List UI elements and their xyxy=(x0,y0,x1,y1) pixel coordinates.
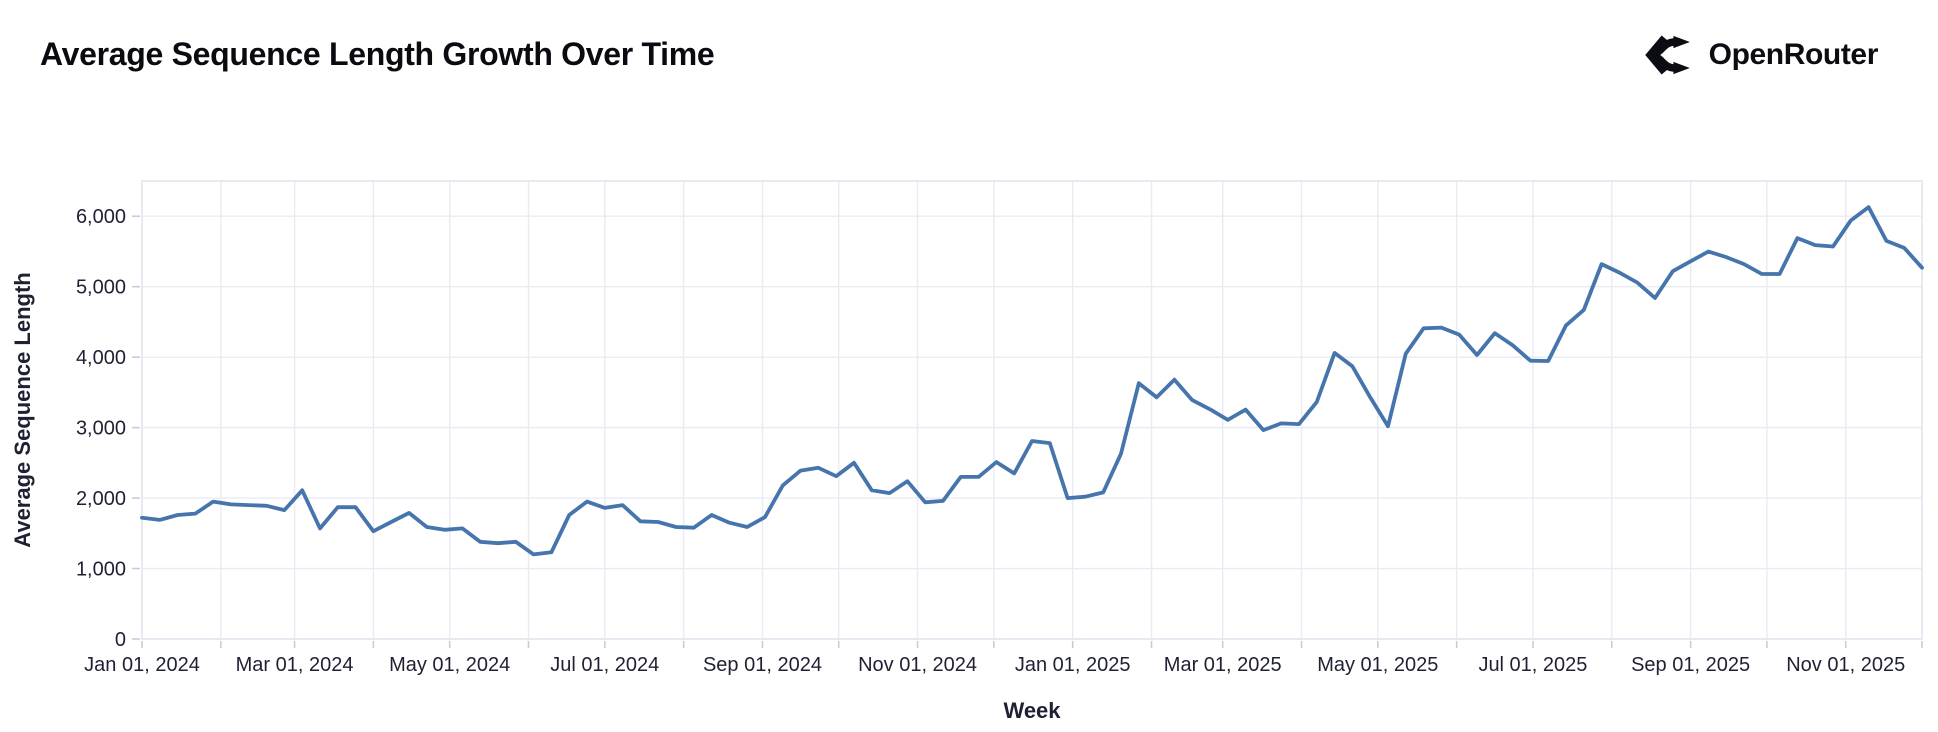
x-tick-label: Jan 01, 2025 xyxy=(1015,654,1131,676)
y-tick-label: 1,000 xyxy=(76,559,126,581)
x-tick-label: Sep 01, 2024 xyxy=(703,654,822,676)
y-tick-labels: 0 1,000 2,000 3,000 4,000 5,000 6,000 xyxy=(76,206,126,651)
y-tick-label: 3,000 xyxy=(76,418,126,440)
x-tick-label: May 01, 2024 xyxy=(389,654,510,676)
x-tick-label: Nov 01, 2024 xyxy=(858,654,977,676)
gridlines xyxy=(142,181,1922,639)
x-axis-title: Week xyxy=(1003,698,1061,723)
page-title: Average Sequence Length Growth Over Time xyxy=(40,36,715,72)
x-tick-label: Mar 01, 2024 xyxy=(236,654,354,676)
x-tick-label: Jul 01, 2025 xyxy=(1478,654,1587,676)
x-tick-label: Mar 01, 2025 xyxy=(1164,654,1282,676)
x-tick-label: Sep 01, 2025 xyxy=(1631,654,1750,676)
y-tick-label: 6,000 xyxy=(76,206,126,228)
x-tick-label: Nov 01, 2025 xyxy=(1786,654,1905,676)
series-line-average-sequence-length xyxy=(140,205,1924,557)
x-tick-label: May 01, 2025 xyxy=(1317,654,1438,676)
y-tick-label: 5,000 xyxy=(76,277,126,299)
openrouter-logo: OpenRouter xyxy=(1644,30,1878,80)
openrouter-icon xyxy=(1644,32,1696,78)
y-tick-label: 2,000 xyxy=(76,488,126,510)
y-axis-title: Average Sequence Length xyxy=(10,272,35,547)
y-tick-label: 0 xyxy=(115,629,126,651)
x-tick-labels: Jan 01, 2024 Mar 01, 2024 May 01, 2024 Jul … xyxy=(84,654,1905,676)
y-tick-label: 4,000 xyxy=(76,347,126,369)
plot-border xyxy=(141,180,1923,640)
x-tick-label: Jan 01, 2024 xyxy=(84,654,200,676)
openrouter-brand-name: OpenRouter xyxy=(1708,38,1879,71)
tick-marks xyxy=(132,215,1923,648)
x-tick-label: Jul 01, 2024 xyxy=(550,654,659,676)
